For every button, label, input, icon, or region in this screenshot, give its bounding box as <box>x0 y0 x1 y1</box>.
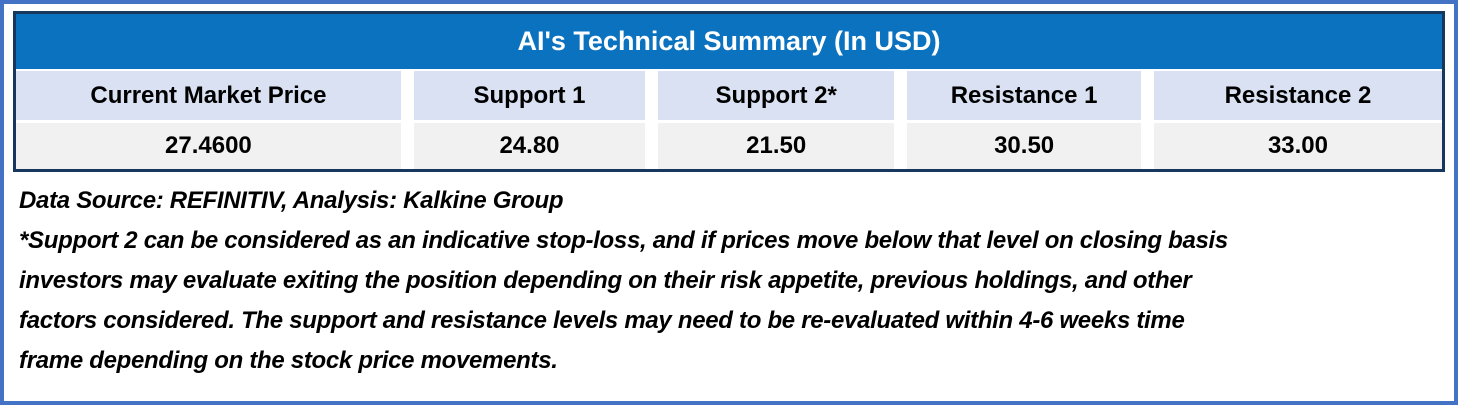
disclaimer-line-1: *Support 2 can be considered as an indic… <box>19 227 1228 254</box>
data-source-line: Data Source: REFINITIV, Analysis: Kalkin… <box>19 187 564 214</box>
column-header-support-2: Support 2* <box>658 71 895 120</box>
value-support-1: 24.80 <box>413 123 646 169</box>
value-resistance-2: 33.00 <box>1153 123 1442 169</box>
value-support-2: 21.50 <box>658 123 895 169</box>
value-resistance-1: 30.50 <box>907 123 1141 169</box>
table-title-bar: AI's Technical Summary (In USD) <box>16 14 1442 69</box>
table-title: AI's Technical Summary (In USD) <box>517 26 941 56</box>
row-separator <box>16 69 1442 71</box>
disclaimer-line-3: factors considered. The support and resi… <box>19 307 1185 334</box>
column-header-current-market-price: Current Market Price <box>16 71 401 120</box>
column-header-resistance-2: Resistance 2 <box>1153 71 1442 120</box>
content-frame: AI's Technical Summary (In USD) Current … <box>4 4 1454 381</box>
column-header-resistance-1: Resistance 1 <box>907 71 1141 120</box>
disclaimer-line-2: investors may evaluate exiting the posit… <box>19 267 1192 294</box>
column-header-support-1: Support 1 <box>413 71 646 120</box>
technical-summary-table: AI's Technical Summary (In USD) Current … <box>13 11 1445 172</box>
table-grid: Current Market Price Support 1 Support 2… <box>16 71 1442 169</box>
footer-notes: Data Source: REFINITIV, Analysis: Kalkin… <box>13 172 1445 381</box>
disclaimer-line-4: frame depending on the stock price movem… <box>19 347 558 374</box>
value-current-market-price: 27.4600 <box>16 123 401 169</box>
